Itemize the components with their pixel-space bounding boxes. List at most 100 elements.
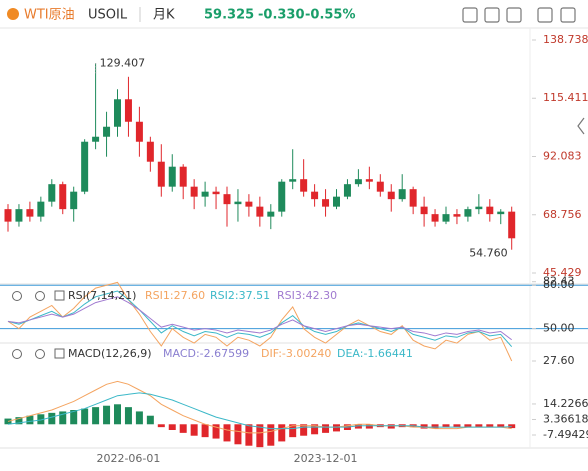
y-tick-label: 27.60 xyxy=(543,354,575,367)
histogram-bar xyxy=(81,408,89,425)
tool-button[interactable] xyxy=(560,7,576,23)
settings-icon[interactable] xyxy=(35,349,45,359)
period[interactable]: 月K xyxy=(153,8,175,23)
candle-body xyxy=(179,166,187,187)
histogram-bar xyxy=(333,424,340,432)
histogram-bar xyxy=(267,424,275,446)
line-series xyxy=(7,281,513,362)
candle-body xyxy=(376,181,384,192)
histogram-bar xyxy=(354,424,362,429)
legend-entry: DIF:-3.00240 xyxy=(261,347,331,360)
histogram-bar xyxy=(135,411,143,425)
histogram-bar xyxy=(190,424,198,436)
expand-icon[interactable] xyxy=(54,290,65,301)
candle-body xyxy=(223,194,231,205)
tool-button[interactable] xyxy=(484,7,500,23)
histogram-bar xyxy=(15,417,23,425)
histogram-bar xyxy=(497,424,505,428)
candle-body xyxy=(37,201,45,217)
line-series xyxy=(7,290,513,348)
histogram-bar xyxy=(223,424,231,442)
candle-body xyxy=(103,126,111,137)
histogram-bar xyxy=(453,424,461,428)
tool-button[interactable] xyxy=(506,7,522,23)
candle-body xyxy=(59,184,67,210)
panel-icons xyxy=(12,290,65,359)
eye-icon[interactable] xyxy=(12,291,22,301)
candle-body xyxy=(289,179,297,182)
histogram-bar xyxy=(300,424,308,436)
tool-button[interactable] xyxy=(462,7,478,23)
change-pct: -0.55% xyxy=(305,8,356,23)
change: -0.330 xyxy=(258,8,305,23)
histogram-bar xyxy=(37,414,45,425)
candle-body xyxy=(190,186,198,197)
candle-body xyxy=(234,201,242,205)
eye-icon[interactable] xyxy=(12,349,22,359)
candle-body xyxy=(4,209,12,222)
candle-body xyxy=(475,206,483,210)
histogram-bar xyxy=(146,415,154,425)
candle-body xyxy=(26,209,34,217)
line-series xyxy=(7,296,513,341)
candle-body xyxy=(398,189,406,200)
histogram-bar xyxy=(322,424,330,433)
histogram-bar xyxy=(475,424,483,428)
candle-body xyxy=(92,136,100,142)
histogram-bar xyxy=(179,424,187,433)
candle-body xyxy=(420,206,428,215)
histogram-bar xyxy=(234,424,242,445)
candle-body xyxy=(245,201,253,207)
collapse-arrow[interactable] xyxy=(577,117,585,135)
candle-body xyxy=(146,141,154,162)
candle-body xyxy=(267,211,275,217)
candle-body xyxy=(157,161,165,187)
tool-button[interactable] xyxy=(537,7,553,23)
line-series xyxy=(7,392,512,430)
candle-body xyxy=(322,199,330,207)
candle-body xyxy=(442,214,450,222)
candle-body xyxy=(365,179,373,182)
candle-body xyxy=(431,214,439,222)
histogram-bar xyxy=(4,418,12,425)
candle-body xyxy=(497,211,505,215)
y-tick-label: 92.083 xyxy=(543,150,582,163)
expand-icon[interactable] xyxy=(54,348,65,359)
candle-body xyxy=(278,181,286,212)
y-tick-label: -7.49429 xyxy=(543,428,588,441)
y-tick-label: 115.411 xyxy=(543,91,588,104)
histogram-bar xyxy=(464,424,472,428)
candle-body xyxy=(508,211,516,239)
symbol-icon xyxy=(7,8,19,20)
histogram-bar xyxy=(387,424,395,429)
histogram-bar xyxy=(442,424,450,428)
symbol[interactable]: WTI原油 xyxy=(24,8,75,23)
y-tick-label: 138.738 xyxy=(543,33,588,46)
histogram-bar xyxy=(92,407,100,425)
candle-body xyxy=(201,191,209,197)
header: WTI原油 USOIL 月K 59.325 -0.330 -0.55% xyxy=(7,7,356,23)
candle-body xyxy=(135,121,143,142)
y-tick-label: 14.22665 xyxy=(543,397,588,410)
candle-body xyxy=(333,196,340,207)
settings-icon[interactable] xyxy=(35,291,45,301)
histogram-bar xyxy=(124,407,132,425)
histogram-bar xyxy=(212,424,220,439)
legend-entry: RSI3:42.30 xyxy=(277,289,337,302)
histogram-bar xyxy=(26,415,34,425)
candle-body xyxy=(486,206,494,215)
candle-body xyxy=(48,184,56,202)
histogram-bar xyxy=(48,412,56,425)
y-tick-label: 45.429 xyxy=(543,266,582,279)
candle-body xyxy=(70,191,78,210)
candle-body xyxy=(168,166,176,187)
histogram-bar xyxy=(420,424,428,429)
histogram-bar xyxy=(157,424,165,428)
high-label: 129.407 xyxy=(100,56,146,69)
code: USOIL xyxy=(88,8,128,23)
histogram-bar xyxy=(289,424,297,438)
toolbar xyxy=(462,7,585,135)
legend-entry: DEA:-1.66441 xyxy=(337,347,413,360)
candle-body xyxy=(124,99,132,122)
histogram-bar xyxy=(70,410,78,425)
